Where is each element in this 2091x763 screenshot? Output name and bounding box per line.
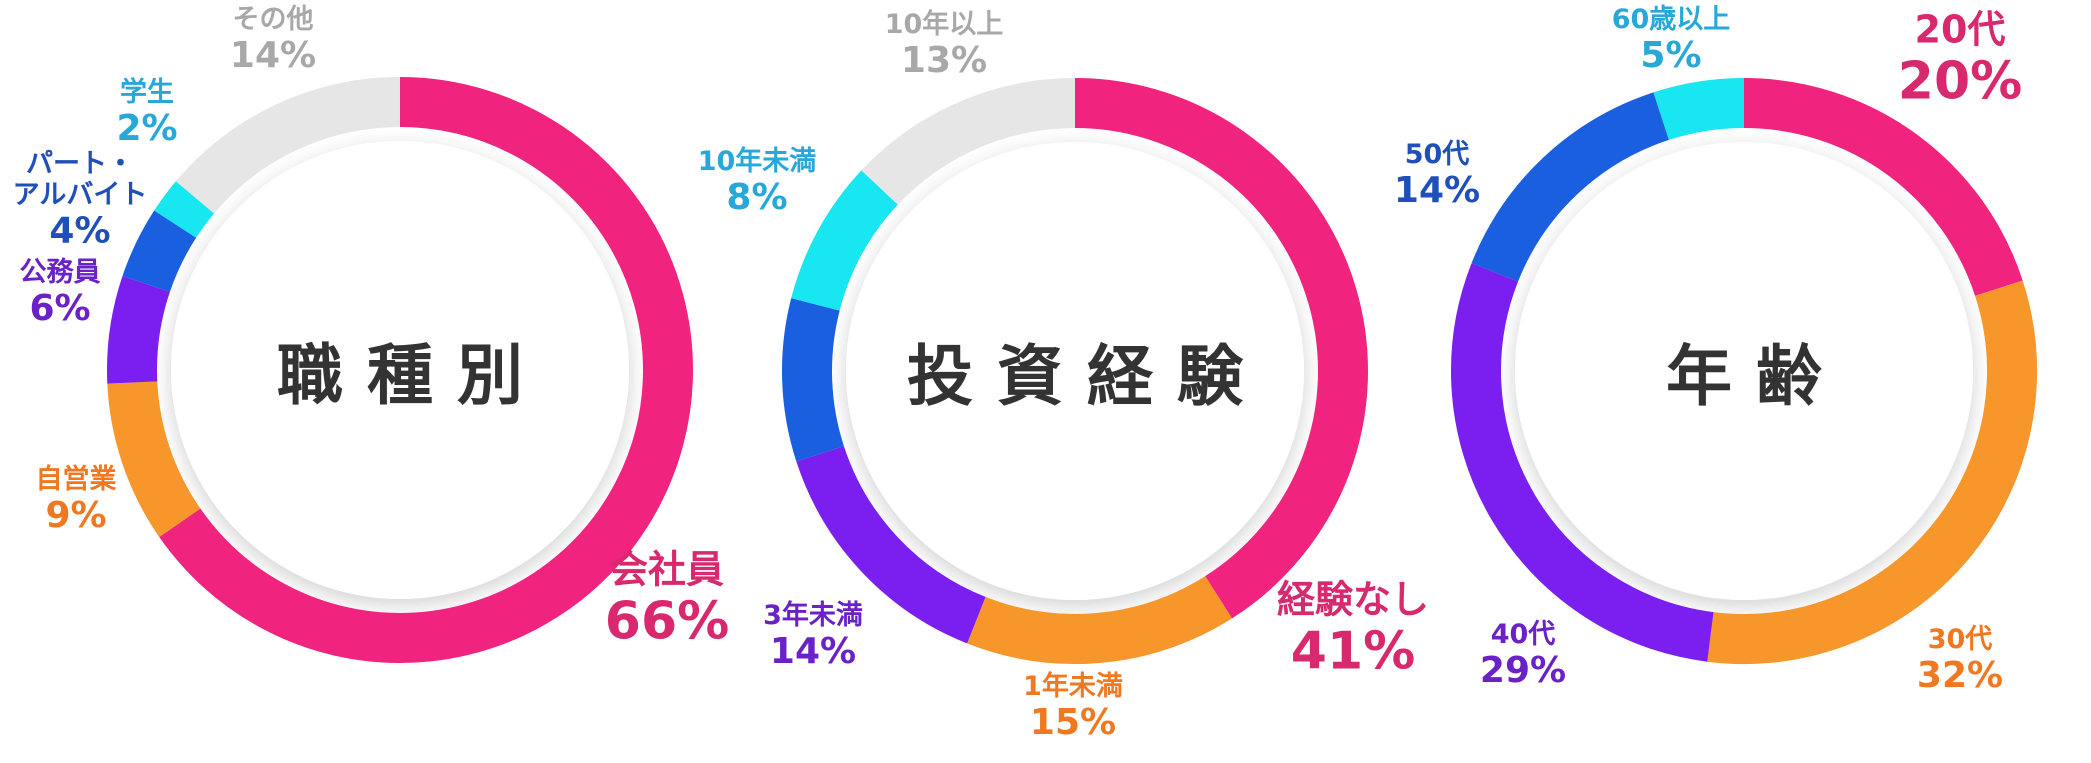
inner-disc — [1515, 142, 1973, 600]
category-label: 1年未満 — [1023, 670, 1123, 702]
category-label: 20代 — [1914, 7, 2006, 52]
segment-label: 公務員 6% — [20, 257, 101, 329]
value-label: 9% — [45, 494, 107, 536]
donut-segment — [1471, 92, 1670, 282]
segment-label: 30代 32% — [1917, 624, 2003, 696]
segment-label: 経験なし 41% — [1277, 578, 1429, 681]
value-label: 14% — [769, 630, 857, 672]
category-label: 会社員 — [609, 547, 724, 592]
donut-segment — [861, 78, 1076, 205]
category-label: 30代 — [1927, 623, 1993, 655]
value-label: 66% — [604, 590, 730, 651]
value-label: 8% — [726, 176, 788, 218]
value-label: 4% — [49, 210, 111, 252]
value-label: 15% — [1029, 701, 1117, 743]
segment-label: 10年以上 13% — [885, 9, 1004, 81]
segment-label: 20代 20% — [1898, 8, 2022, 111]
segment-label: 3年未満 14% — [763, 600, 863, 672]
category-label: 10年以上 — [884, 8, 1004, 40]
donut-segment — [107, 380, 201, 538]
value-label: 6% — [29, 287, 91, 329]
category-label: 学生 — [120, 76, 174, 108]
chart-title: 投資経験 — [907, 338, 1267, 415]
category-label: パート・ アルバイト — [12, 148, 148, 211]
donut-segment — [782, 298, 845, 462]
category-label: その他 — [232, 3, 314, 35]
donut-segment — [159, 77, 693, 663]
value-label: 14% — [1393, 169, 1481, 211]
category-label: 10年未満 — [697, 145, 817, 177]
category-label: 自営業 — [35, 463, 117, 495]
segment-label: 50代 14% — [1394, 139, 1480, 211]
category-label: 40代 — [1490, 618, 1556, 650]
chart-title: 年齢 — [1666, 338, 1846, 415]
donut-segment — [1451, 263, 1714, 662]
value-label: 20% — [1897, 50, 2023, 111]
segment-label: 1年未満 15% — [1023, 671, 1123, 743]
category-label: 60歳以上 — [1611, 3, 1731, 35]
category-label: 公務員 — [19, 256, 101, 288]
segment-label: パート・ アルバイト 4% — [13, 148, 148, 251]
donut-segment — [1707, 280, 2037, 664]
chart-title: 職種別 — [277, 337, 547, 414]
donut-segment — [1743, 78, 2023, 297]
inner-disc — [171, 141, 629, 599]
value-label: 41% — [1290, 620, 1416, 681]
donut-segment — [791, 170, 899, 312]
segment-label: 40代 29% — [1480, 619, 1566, 691]
donut-segment — [1653, 78, 1745, 141]
donut-segment — [796, 445, 986, 644]
category-label: 3年未満 — [763, 599, 863, 631]
value-label: 2% — [116, 107, 178, 149]
segment-label: 60歳以上 5% — [1612, 4, 1731, 76]
category-label: 経験なし — [1276, 577, 1430, 622]
value-label: 13% — [900, 39, 988, 81]
segment-label: 10年未満 8% — [698, 146, 817, 218]
donut-segment — [107, 276, 170, 384]
value-label: 14% — [229, 34, 317, 76]
donut-segment — [175, 77, 401, 214]
segment-label: 学生 2% — [116, 77, 177, 149]
donut-segment — [1074, 78, 1368, 619]
segment-label: 自営業 9% — [36, 464, 117, 536]
value-label: 29% — [1479, 649, 1567, 691]
donut-segment — [122, 210, 197, 293]
value-label: 5% — [1640, 34, 1702, 76]
donut-segment — [967, 575, 1232, 664]
value-label: 32% — [1916, 654, 2004, 696]
donut-segment — [154, 181, 215, 239]
category-label: 50代 — [1404, 138, 1470, 170]
segment-label: 会社員 66% — [605, 548, 729, 651]
inner-disc — [846, 142, 1304, 600]
segment-label: その他 14% — [230, 4, 316, 76]
